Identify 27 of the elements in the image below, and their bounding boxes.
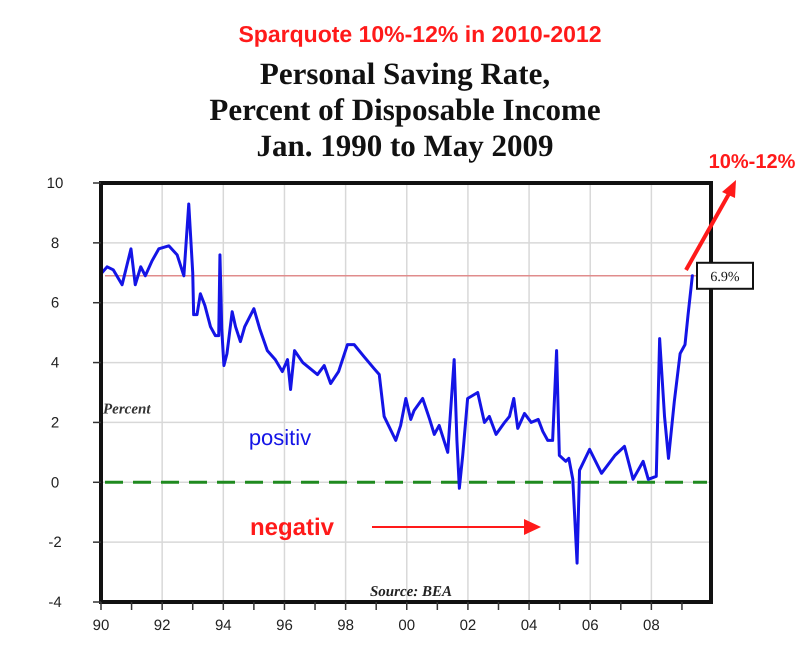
annotation: Source: BEA	[370, 584, 452, 600]
y-tick-label: -2	[48, 534, 62, 552]
x-tick-label: 00	[398, 617, 416, 634]
text: Sparquote 10%-12% in 2010-2012	[238, 21, 602, 47]
y-tick-label: -4	[48, 594, 62, 611]
line-series	[100, 202, 694, 565]
x-tick-label: 04	[520, 617, 538, 634]
y-tick-label: 2	[50, 414, 60, 432]
annotation: negativ	[250, 514, 335, 541]
x-tick-label: 02	[460, 617, 476, 634]
y-tick-label: 0	[50, 474, 60, 492]
x-tick-label: 98	[337, 617, 354, 634]
y-tick-label: 6	[50, 294, 60, 312]
ref-line-label: 6.9%	[710, 270, 740, 285]
x-tick-label: 94	[214, 617, 232, 634]
x-tick-label: 90	[92, 617, 110, 634]
x-tick-label: 96	[276, 617, 293, 634]
y-tick-label: 10	[46, 175, 64, 192]
annotation: positiv	[248, 425, 312, 450]
y-tick-label: 4	[50, 354, 60, 372]
chart-title: Personal Saving Rate, Percent of Disposable Income Jan. 1990 to May 2009	[209, 56, 601, 163]
x-tick-label: 92	[154, 617, 170, 634]
x-tick-label: 06	[582, 617, 599, 634]
y-axis-title: Percent	[103, 401, 152, 418]
text: 10%-12%	[708, 151, 796, 173]
y-tick-label: 8	[50, 234, 60, 252]
x-tick-label: 08	[643, 617, 660, 634]
